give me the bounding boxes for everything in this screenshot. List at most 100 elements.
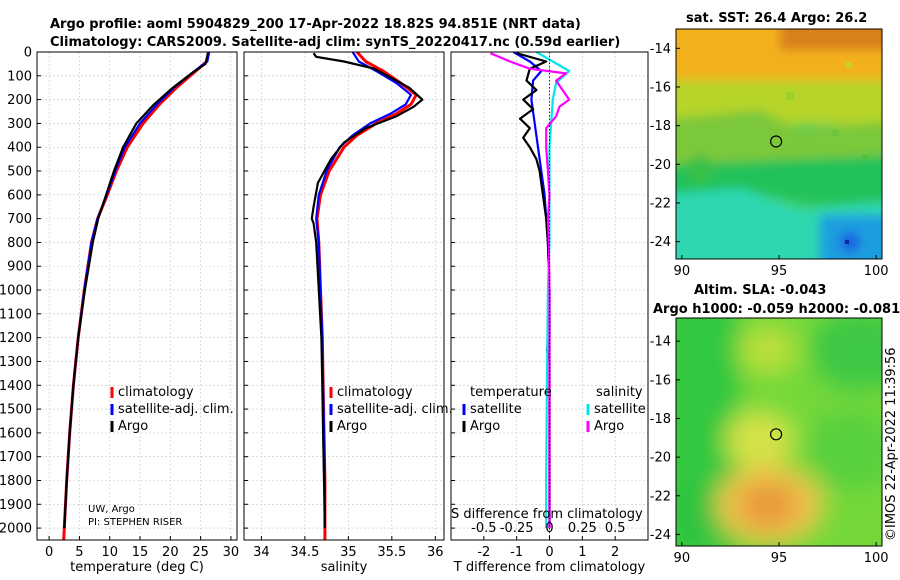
plot-background — [244, 52, 444, 540]
sla-map: 90 95 100 -14 -16 -18 -20 -22 -24 — [650, 317, 889, 566]
map-x-tick-label: 95 — [771, 264, 788, 279]
sla-field — [676, 318, 882, 546]
legend-label-climatology: climatology — [118, 385, 194, 400]
difference-legend: temperature satellite Argo salinity sate… — [462, 385, 646, 434]
y-tick-label: 800 — [7, 236, 32, 251]
map-y-tick-label: -14 — [650, 42, 671, 57]
legend-label-argo: Argo — [337, 419, 367, 434]
x-tick-label: -1 — [510, 545, 523, 560]
y-tick-label: 1500 — [0, 403, 32, 418]
x-tick-label: 10 — [101, 545, 118, 560]
argo-float-marker — [770, 135, 783, 148]
y-tick-label: 100 — [7, 69, 32, 84]
sla-map-subtitle: Argo h1000: -0.059 h2000: -0.081 — [653, 302, 900, 317]
series-line-argo — [63, 52, 209, 529]
x-tick-label: 35 — [340, 545, 357, 560]
temperature-panel: 0 5 10 15 20 25 30 temperature (deg C) 0 100 200 30… — [0, 46, 239, 576]
map-y-tick-label: -20 — [650, 451, 671, 466]
y-tick-label: 1600 — [0, 426, 32, 441]
map-y-tick-label: -14 — [650, 335, 671, 350]
x-tick-label: 36 — [427, 545, 444, 560]
map-y-tick-label: -16 — [650, 373, 671, 388]
salinity-legend: climatology satellite-adj. clim. Argo — [329, 385, 453, 434]
legend-title-temperature: temperature — [470, 385, 552, 400]
header-line-2: Climatology: CARS2009. Satellite-adj cli… — [50, 35, 620, 50]
y-tick-label: 1700 — [0, 450, 32, 465]
map-x-tick-label: 100 — [864, 551, 889, 566]
x-tick-label: 30 — [223, 545, 240, 560]
y-tick-label: 1800 — [0, 474, 32, 489]
x-tick-label: 5 — [75, 545, 83, 560]
y-tick-label: 1400 — [0, 379, 32, 394]
s-tick-label: 0 — [545, 521, 553, 536]
x-tick-label: 34.5 — [290, 545, 319, 560]
x-axis-label: T difference from climatology — [453, 560, 646, 575]
header-line-1: Argo profile: aoml 5904829_200 17-Apr-20… — [50, 17, 581, 32]
series-line-argo — [310, 52, 424, 529]
argo-float-marker — [770, 428, 783, 441]
s-tick-label: 0.5 — [605, 521, 626, 536]
map-y-tick-label: -22 — [650, 196, 671, 211]
x-tick-label: 0 — [545, 545, 553, 560]
y-tick-label: 500 — [7, 165, 32, 180]
s-tick-label: 0.25 — [568, 521, 597, 536]
y-tick-label: 1300 — [0, 355, 32, 370]
x-axis-label: temperature (deg C) — [70, 560, 204, 575]
series-group — [310, 52, 424, 540]
y-tick-label: 600 — [7, 188, 32, 203]
map-y-tick-label: -24 — [650, 528, 671, 543]
x-tick-label: 25 — [192, 545, 209, 560]
legend-label-s-satellite: satellite — [594, 402, 646, 417]
legend-label-satellite: satellite-adj. clim. — [118, 402, 234, 417]
map-y-tick-label: -16 — [650, 80, 671, 95]
y-tick-label: 0 — [24, 46, 32, 61]
footer-stamp: ©IMOS 22-Apr-2022 11:39:56 — [884, 347, 899, 541]
x-tick-label: -2 — [477, 545, 490, 560]
map-y-tick-label: -24 — [650, 235, 671, 250]
y-tick-label: 1200 — [0, 331, 32, 346]
y-tick-label: 300 — [7, 117, 32, 132]
map-y-tick-label: -22 — [650, 489, 671, 504]
series-group — [62, 52, 211, 540]
sst-map: 90 95 100 -14 -16 -18 -20 -22 -24 — [650, 28, 889, 279]
legend-label-satellite: satellite-adj. clim. — [337, 402, 453, 417]
map-y-tick-label: -18 — [650, 412, 671, 427]
annotation-line-2: PI: STEPHEN RISER — [88, 517, 182, 528]
x-tick-label: 34 — [253, 545, 270, 560]
legend-label-argo: Argo — [118, 419, 148, 434]
x-tick-label: 35.5 — [377, 545, 406, 560]
annotation-line-1: UW, Argo — [88, 504, 135, 515]
difference-panel: -2 -1 0 1 2T difference from climatology -0.5… — [450, 51, 649, 575]
x-tick-label: 2 — [611, 545, 619, 560]
y-tick-label: 400 — [7, 141, 32, 156]
difference-top-xlabel: S difference from climatology — [451, 507, 643, 522]
map-y-tick-label: -20 — [650, 158, 671, 173]
x-tick-label: 0 — [45, 545, 53, 560]
y-tick-label: 700 — [7, 212, 32, 227]
sst-map-title: sat. SST: 26.4 Argo: 26.2 — [686, 11, 867, 26]
y-tick-label: 1000 — [0, 284, 32, 299]
legend-title-salinity: salinity — [596, 385, 643, 400]
map-x-tick-label: 95 — [771, 551, 788, 566]
y-tick-label: 2000 — [0, 522, 32, 537]
s-tick-label: -0.5 — [471, 521, 496, 536]
x-tick-label: 20 — [162, 545, 179, 560]
x-axis-label: salinity — [321, 560, 368, 575]
y-tick-label: 1100 — [0, 307, 32, 322]
x-tick-label: 1 — [578, 545, 586, 560]
map-x-tick-label: 100 — [864, 264, 889, 279]
map-x-tick-label: 90 — [674, 551, 691, 566]
temperature-legend: climatology satellite-adj. clim. Argo — [110, 385, 234, 434]
sla-map-title: Altim. SLA: -0.043 — [694, 283, 826, 298]
y-tick-label: 1900 — [0, 498, 32, 513]
map-y-tick-label: -18 — [650, 119, 671, 134]
legend-label-s-argo: Argo — [594, 419, 624, 434]
plot-frame — [243, 51, 445, 541]
plot-frame — [36, 51, 238, 541]
legend-label-climatology: climatology — [337, 385, 413, 400]
map-x-tick-label: 90 — [674, 264, 691, 279]
y-tick-label: 900 — [7, 260, 32, 275]
y-tick-label: 200 — [7, 93, 32, 108]
legend-label-t-argo: Argo — [470, 419, 500, 434]
